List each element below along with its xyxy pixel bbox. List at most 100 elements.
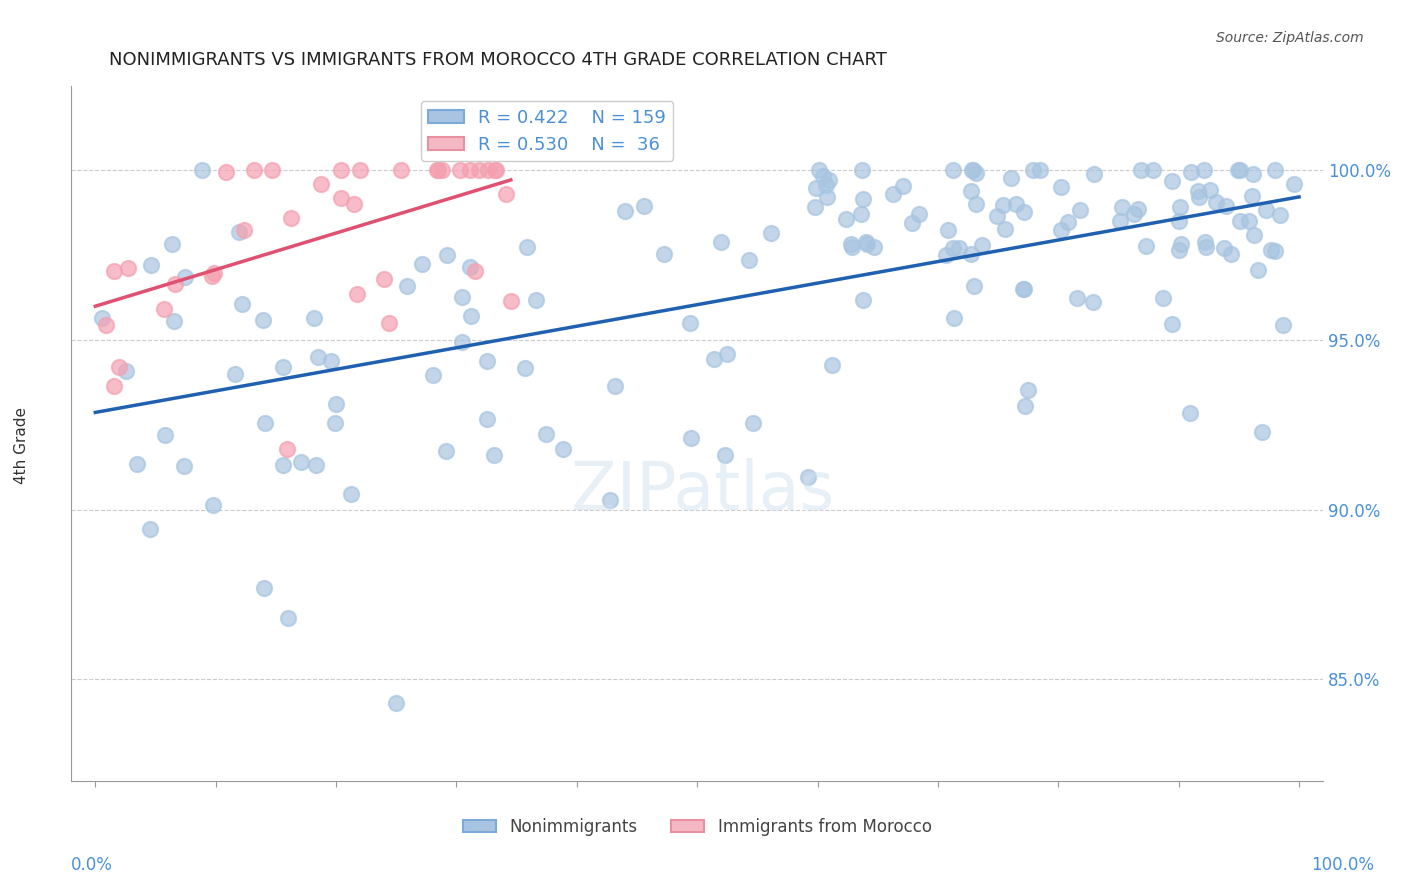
Point — [962, 278, 984, 293]
Point — [1272, 318, 1295, 333]
Point — [449, 163, 471, 178]
Point — [855, 235, 877, 249]
Point — [260, 163, 283, 178]
Point — [942, 163, 965, 178]
Point — [385, 696, 408, 710]
Point — [1123, 207, 1146, 221]
Point — [1178, 406, 1201, 420]
Point — [1260, 243, 1282, 257]
Point — [891, 179, 914, 194]
Point — [1081, 295, 1104, 310]
Point — [482, 448, 505, 462]
Point — [495, 186, 517, 201]
Point — [485, 163, 508, 178]
Point — [91, 311, 114, 326]
Point — [252, 313, 274, 327]
Point — [427, 163, 450, 178]
Point — [737, 253, 759, 268]
Point — [1215, 199, 1237, 213]
Point — [1284, 177, 1306, 191]
Point — [1254, 202, 1277, 217]
Point — [153, 301, 176, 316]
Point — [1109, 214, 1132, 228]
Point — [1160, 174, 1182, 188]
Point — [1168, 200, 1191, 214]
Point — [373, 271, 395, 285]
Point — [475, 412, 498, 426]
Point — [103, 379, 125, 393]
Point — [1057, 215, 1080, 229]
Point — [1130, 163, 1153, 178]
Point — [652, 247, 675, 261]
Point — [1219, 247, 1241, 261]
Point — [851, 206, 873, 220]
Point — [1187, 185, 1209, 199]
Legend: Nonimmigrants, Immigrants from Morocco: Nonimmigrants, Immigrants from Morocco — [456, 811, 938, 842]
Point — [1226, 163, 1249, 178]
Point — [174, 269, 197, 284]
Point — [305, 458, 328, 473]
Point — [108, 360, 131, 375]
Point — [395, 279, 418, 293]
Point — [321, 354, 343, 368]
Point — [1194, 235, 1216, 250]
Point — [935, 248, 957, 262]
Point — [1264, 163, 1286, 178]
Point — [839, 237, 862, 252]
Point — [901, 216, 924, 230]
Point — [614, 204, 637, 219]
Point — [202, 266, 225, 280]
Point — [464, 263, 486, 277]
Point — [960, 247, 983, 261]
Point — [277, 611, 299, 625]
Point — [605, 379, 627, 393]
Point — [960, 184, 983, 198]
Point — [378, 316, 401, 330]
Point — [389, 163, 412, 178]
Point — [323, 416, 346, 430]
Point — [1170, 237, 1192, 252]
Point — [1161, 317, 1184, 331]
Point — [815, 178, 838, 193]
Point — [325, 396, 347, 410]
Point — [841, 240, 863, 254]
Text: 0.0%: 0.0% — [70, 855, 112, 873]
Point — [1000, 171, 1022, 186]
Point — [852, 293, 875, 307]
Point — [1069, 202, 1091, 217]
Point — [513, 361, 536, 376]
Point — [553, 442, 575, 457]
Point — [271, 458, 294, 472]
Point — [1005, 197, 1028, 211]
Point — [330, 191, 353, 205]
Point — [201, 268, 224, 283]
Point — [460, 309, 482, 323]
Point — [1012, 282, 1035, 296]
Point — [484, 163, 506, 178]
Point — [330, 163, 353, 178]
Point — [962, 163, 984, 178]
Point — [434, 444, 457, 458]
Point — [276, 442, 298, 456]
Point — [811, 169, 834, 183]
Point — [499, 294, 522, 309]
Point — [1152, 291, 1174, 305]
Point — [280, 211, 302, 225]
Text: NONIMMIGRANTS VS IMMIGRANTS FROM MOROCCO 4TH GRADE CORRELATION CHART: NONIMMIGRANTS VS IMMIGRANTS FROM MOROCCO… — [108, 51, 887, 69]
Point — [856, 237, 879, 252]
Point — [834, 211, 856, 226]
Point — [960, 163, 983, 178]
Point — [1195, 240, 1218, 254]
Point — [993, 198, 1015, 212]
Point — [191, 163, 214, 178]
Point — [882, 187, 904, 202]
Point — [302, 310, 325, 325]
Point — [228, 226, 250, 240]
Point — [1264, 244, 1286, 259]
Point — [599, 493, 621, 508]
Point — [271, 360, 294, 375]
Point — [141, 258, 163, 272]
Point — [201, 498, 224, 512]
Point — [804, 181, 827, 195]
Point — [815, 190, 838, 204]
